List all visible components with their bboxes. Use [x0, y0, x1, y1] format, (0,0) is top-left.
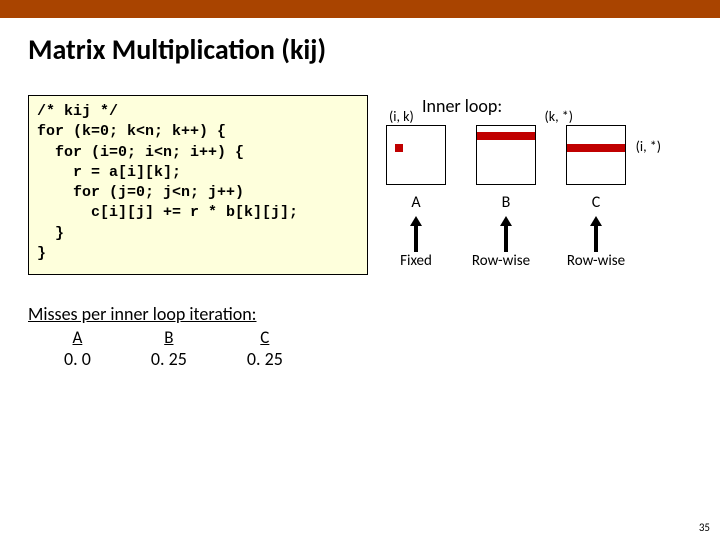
- code-line: for (j=0; j<n; j++): [37, 184, 244, 201]
- arrow-up-icon: [499, 216, 513, 252]
- marker-C-row: [567, 144, 625, 152]
- misses-section: Misses per inner loop iteration: A 0. 0 …: [28, 303, 692, 370]
- arrow-B: [476, 216, 536, 252]
- pattern-row: Fixed Row-wise Row-wise: [386, 252, 692, 270]
- matrix-row: (i, k) A (k, *) B (i, *): [386, 125, 692, 212]
- matrix-B-wrap: (k, *) B: [476, 125, 536, 212]
- pattern-A: Fixed: [386, 252, 446, 270]
- code-line: for (k=0; k<n; k++) {: [37, 123, 226, 140]
- inner-loop-panel: Inner loop: (i, k) A (k, *) B: [380, 95, 692, 275]
- code-line: r = a[i][k];: [37, 164, 181, 181]
- arrow-up-icon: [409, 216, 423, 252]
- arrow-row: [386, 216, 692, 252]
- misses-col-C-head: C: [247, 327, 283, 348]
- misses-col-A-val: 0. 0: [64, 348, 91, 370]
- code-line: /* kij */: [37, 103, 118, 120]
- misses-heading: Misses per inner loop iteration:: [28, 303, 692, 325]
- matrix-B-label: B: [502, 193, 511, 212]
- coord-C: (i, *): [636, 138, 661, 155]
- matrix-A: (i, k): [386, 125, 446, 185]
- misses-col-B-head: B: [151, 327, 187, 348]
- matrix-C-wrap: (i, *) C: [566, 125, 626, 212]
- code-line: }: [37, 245, 46, 262]
- matrix-C: (i, *): [566, 125, 626, 185]
- code-line: for (i=0; i<n; i++) {: [37, 144, 244, 161]
- top-accent-bar: [0, 0, 720, 18]
- arrow-up-icon: [589, 216, 603, 252]
- two-column-row: /* kij */ for (k=0; k<n; k++) { for (i=0…: [28, 95, 692, 275]
- slide-title: Matrix Multiplication (kij): [28, 32, 692, 67]
- coord-A: (i, k): [389, 108, 414, 125]
- marker-A-dot: [395, 144, 403, 152]
- misses-col-A-head: A: [64, 327, 91, 348]
- coord-B: (k, *): [545, 108, 574, 125]
- misses-col-B-val: 0. 25: [151, 348, 187, 370]
- code-line: }: [37, 225, 64, 242]
- pattern-B: Row-wise: [456, 252, 546, 270]
- misses-col-C: C 0. 25: [247, 327, 283, 370]
- pattern-C: Row-wise: [556, 252, 636, 270]
- misses-col-C-val: 0. 25: [247, 348, 283, 370]
- matrix-B: (k, *): [476, 125, 536, 185]
- page-number: 35: [699, 521, 710, 534]
- matrix-A-wrap: (i, k) A: [386, 125, 446, 212]
- misses-col-B: B 0. 25: [151, 327, 187, 370]
- code-line: c[i][j] += r * b[k][j];: [37, 204, 298, 221]
- arrow-A: [386, 216, 446, 252]
- slide-body: Matrix Multiplication (kij) /* kij */ fo…: [0, 18, 720, 370]
- marker-B-row: [477, 132, 535, 140]
- arrow-C: [566, 216, 626, 252]
- misses-col-A: A 0. 0: [64, 327, 91, 370]
- matrix-A-label: A: [411, 193, 420, 212]
- misses-table: A 0. 0 B 0. 25 C 0. 25: [64, 327, 692, 370]
- matrix-C-label: C: [592, 193, 601, 212]
- code-block: /* kij */ for (k=0; k<n; k++) { for (i=0…: [28, 95, 368, 275]
